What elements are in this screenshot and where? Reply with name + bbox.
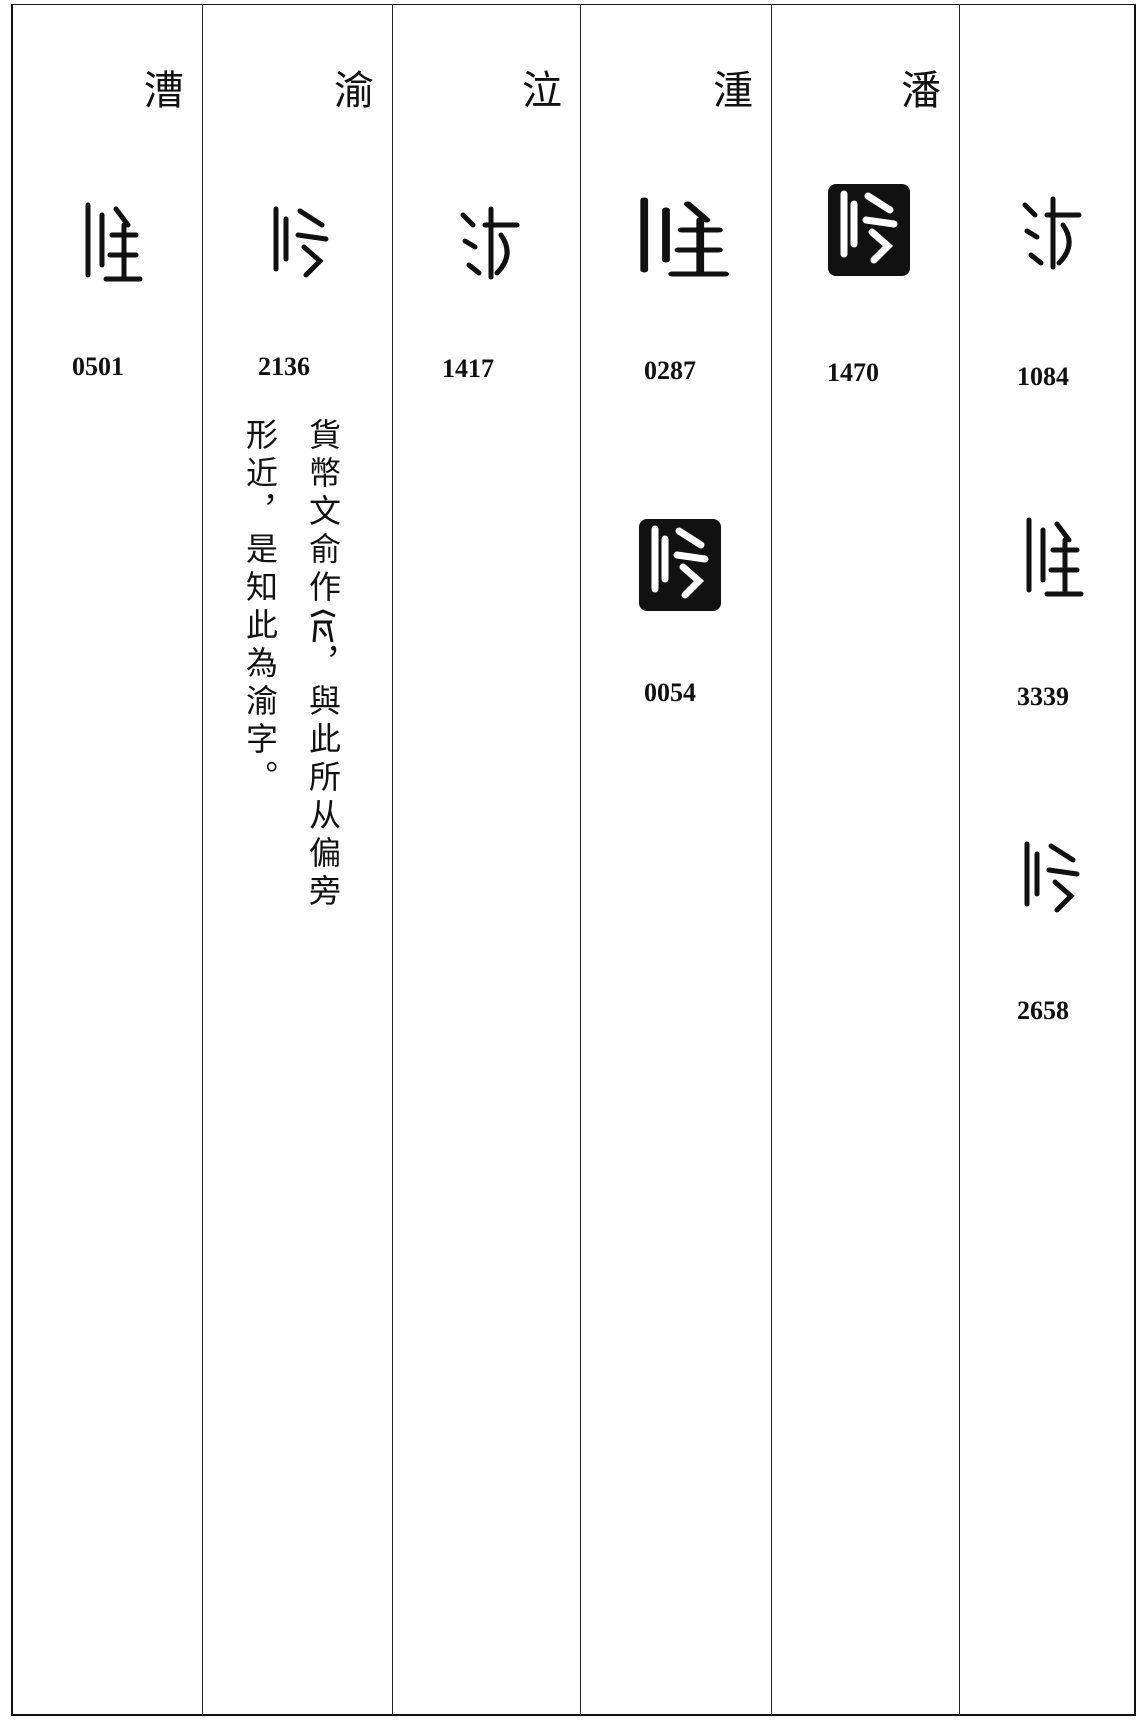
glyph-drawing [1026, 517, 1083, 597]
column-heading: 泣 [522, 68, 562, 114]
column-heading: 渝 [334, 68, 374, 114]
column-heading: 湩 [713, 68, 753, 114]
seal-glyph-inline [310, 609, 336, 643]
entry-code: 1084 [1017, 362, 1069, 391]
glyph-drawing [85, 202, 142, 282]
column-divider [580, 4, 581, 1716]
glyph-drawing [1024, 841, 1079, 913]
seal-glyph [1007, 510, 1097, 610]
glyph-drawing [638, 519, 721, 611]
glyph-drawing [1022, 196, 1081, 270]
note-column: 貨幣文俞作 ，與此所从偏旁 [304, 418, 342, 912]
entry-code: 0054 [644, 678, 696, 707]
entry-code: 2658 [1017, 996, 1069, 1025]
seal-glyph [635, 515, 725, 615]
entry-code: 0501 [72, 352, 124, 381]
note-text: 貨幣文俞作 [304, 418, 342, 608]
seal-glyph [445, 195, 535, 295]
note-column: 形近，是知此為渝字。 [241, 418, 279, 798]
seal-glyph [824, 180, 914, 280]
column-divider [771, 4, 772, 1716]
page-frame [11, 4, 1136, 1716]
column-divider [202, 4, 203, 1716]
entry-code: 0287 [644, 356, 696, 385]
seal-glyph [256, 195, 346, 295]
column-heading: 潘 [901, 68, 941, 114]
glyph-drawing [273, 206, 329, 278]
column-divider [959, 4, 960, 1716]
note-text: ，與此所从偏旁 [304, 646, 342, 912]
glyph-drawing [639, 197, 729, 277]
glyph-drawing [460, 206, 520, 280]
note-text: 形近，是知此為渝字。 [241, 418, 279, 798]
seal-glyph [1007, 830, 1097, 930]
seal-glyph [66, 195, 156, 295]
column-heading: 漕 [144, 68, 184, 114]
entry-code: 1470 [827, 358, 879, 387]
entry-code: 1417 [442, 354, 494, 383]
column-divider [392, 4, 393, 1716]
entry-code: 3339 [1017, 682, 1069, 711]
glyph-drawing [828, 184, 910, 276]
entry-code: 2136 [258, 352, 310, 381]
seal-glyph [1007, 185, 1097, 285]
seal-glyph [610, 190, 750, 290]
